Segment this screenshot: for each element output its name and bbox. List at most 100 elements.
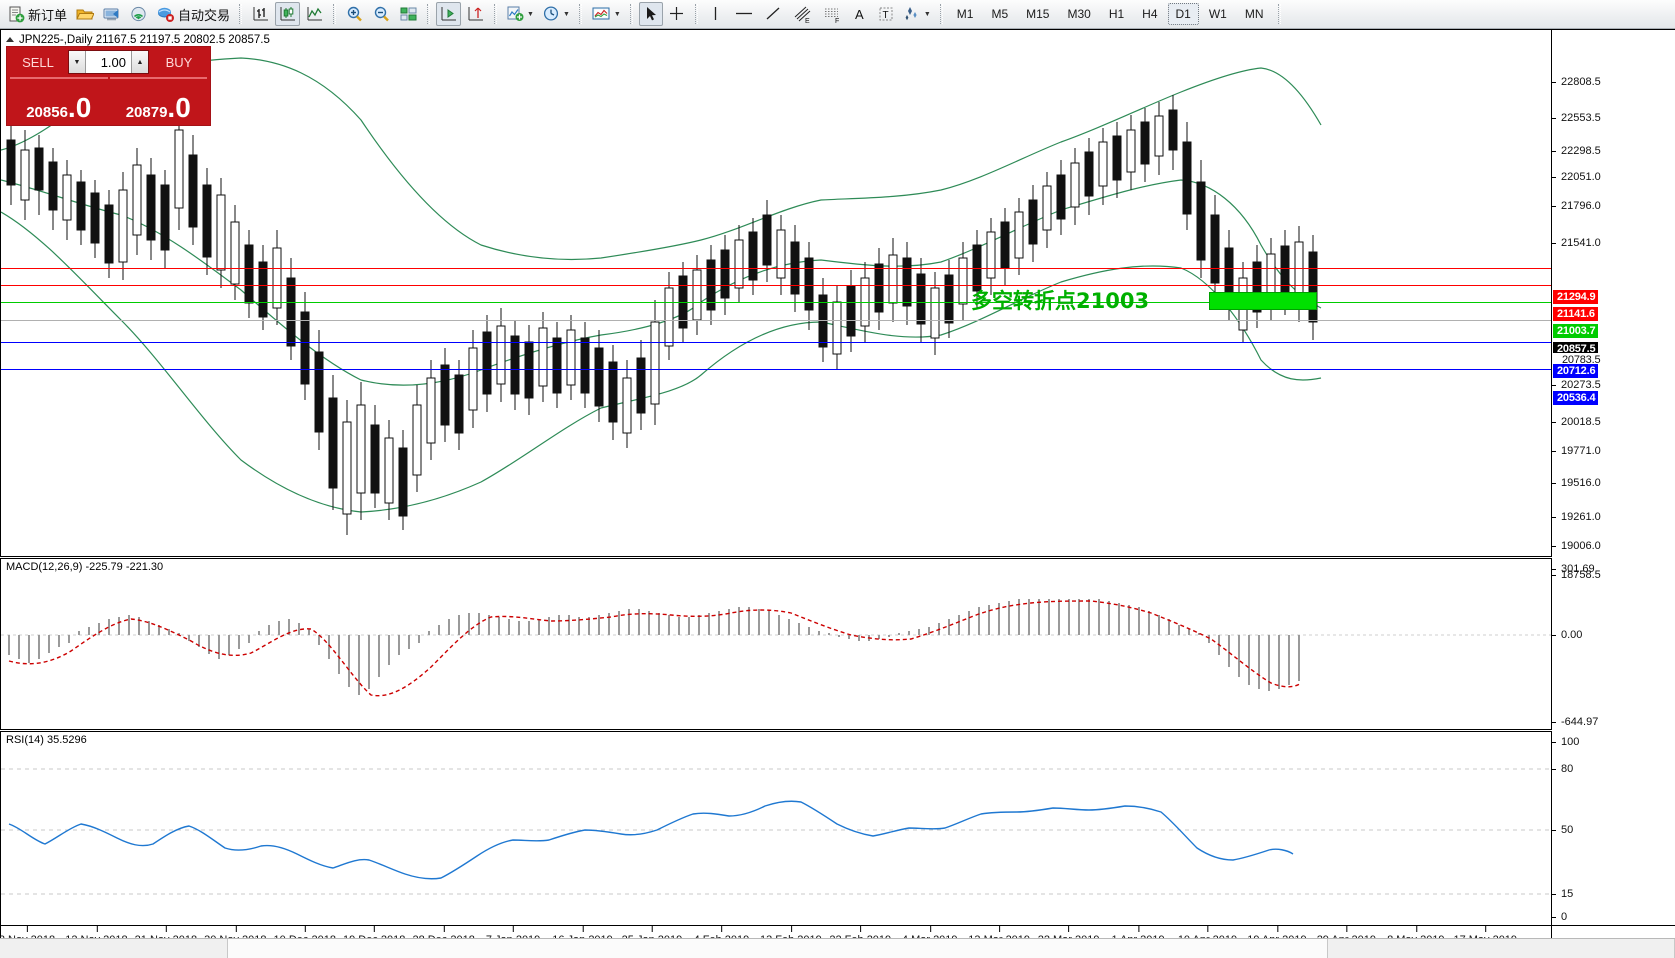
volume-down-icon[interactable]: ▼	[69, 51, 86, 73]
support-line-1[interactable]	[1, 342, 1551, 343]
svg-text:T: T	[882, 10, 888, 21]
terminal-icon	[103, 8, 119, 20]
trendline-button[interactable]	[760, 2, 786, 26]
price-tick: 20018.5	[1552, 416, 1601, 428]
period-icon	[543, 6, 559, 21]
status-cell-scroll[interactable]	[228, 939, 1328, 958]
fibonacci-icon: F	[824, 8, 839, 24]
buy-price-button[interactable]: 20879 .0	[109, 77, 207, 122]
zoom-in-button[interactable]	[342, 2, 367, 26]
fibonacci-button[interactable]: F	[818, 2, 846, 26]
timeframe-m30[interactable]: M30	[1067, 7, 1091, 21]
terminal-button[interactable]	[99, 2, 124, 26]
rsi-tick: 100	[1552, 736, 1579, 748]
support-line-2[interactable]	[1, 369, 1551, 370]
new-order-label: 新订单	[28, 7, 68, 23]
one-click-trading-panel[interactable]: SELL ▼ 1.00 ▲ BUY 20856 .0 20879 .0	[6, 46, 211, 126]
rsi-pane-canvas[interactable]: RSI(14) 35.5296	[1, 732, 1551, 925]
crosshair-button[interactable]	[665, 2, 689, 26]
chart-annotation-text[interactable]: 多空转折点21003	[971, 289, 1150, 313]
chevron-down-icon[interactable]: ▼	[527, 10, 534, 18]
price-badge-support-1[interactable]: 20712.6	[1553, 364, 1599, 378]
volume-stepper[interactable]: ▼ 1.00 ▲	[68, 50, 149, 74]
auto-trading-button[interactable]: 自动交易	[153, 2, 233, 26]
cursor-icon	[647, 7, 657, 21]
status-cell-right	[1328, 939, 1675, 958]
shapes-button[interactable]: ▼	[900, 2, 934, 26]
autotrading-icon	[158, 7, 175, 22]
price-tick: 20273.5	[1552, 379, 1601, 391]
price-badge-tick[interactable]: 20783.5	[1553, 353, 1604, 367]
price-pane-canvas[interactable]: JPN225-,Daily 21167.5 21197.5 20802.5 20…	[1, 30, 1551, 556]
templates-button[interactable]: ▼	[588, 2, 624, 26]
toolbar-separator	[427, 4, 431, 24]
sell-label[interactable]: SELL	[22, 54, 54, 70]
resistance-line-1[interactable]	[1, 268, 1551, 269]
price-badge-resistance-1[interactable]: 21294.9	[1553, 290, 1599, 304]
svg-text:A: A	[855, 7, 864, 22]
toolbar-separator	[239, 4, 243, 24]
sell-price-button[interactable]: 20856 .0	[10, 77, 108, 122]
horizontal-line-button[interactable]	[730, 2, 758, 26]
price-badge-support-2[interactable]: 20536.4	[1553, 391, 1599, 405]
shapes-icon	[905, 7, 917, 21]
text-button[interactable]: A	[848, 2, 872, 26]
price-badge-pivot[interactable]: 21003.7	[1553, 324, 1599, 338]
chevron-down-icon[interactable]: ▼	[562, 10, 570, 18]
period-button[interactable]: ▼	[539, 2, 573, 26]
new-order-button[interactable]: 新订单	[5, 2, 70, 26]
price-badge-last-price[interactable]: 20857.5	[1553, 342, 1599, 356]
rsi-pane[interactable]: RSI(14) 35.5296	[0, 731, 1552, 926]
trendline-icon	[766, 7, 780, 20]
signal-button[interactable]	[126, 2, 151, 26]
chart-area[interactable]: JPN225-,Daily 21167.5 21197.5 20802.5 20…	[0, 29, 1675, 958]
buy-label[interactable]: BUY	[165, 54, 193, 70]
chevron-down-icon[interactable]: ▼	[613, 10, 621, 18]
line-chart-button[interactable]	[302, 2, 327, 26]
crosshair-icon	[670, 7, 684, 20]
timeframe-m1[interactable]: M1	[956, 7, 974, 21]
symbol-ohlc-label: JPN225-,Daily 21167.5 21197.5 20802.5 20…	[19, 34, 270, 46]
timeframe-mn[interactable]: MN	[1244, 7, 1264, 21]
candlestick-chart-button[interactable]	[275, 2, 301, 26]
tile-windows-button[interactable]	[396, 2, 421, 26]
macd-label: MACD(12,26,9) -225.79 -221.30	[6, 561, 164, 573]
templates-icon	[592, 7, 610, 20]
zoom-out-button[interactable]	[369, 2, 394, 26]
rsi-tick: 80	[1552, 763, 1573, 775]
timeframe-m15[interactable]: M15	[1026, 7, 1050, 21]
bar-chart-button[interactable]	[248, 2, 273, 26]
pivot-line[interactable]	[1, 302, 1551, 303]
indicators-icon	[507, 6, 524, 21]
price-pane[interactable]: JPN225-,Daily 21167.5 21197.5 20802.5 20…	[0, 29, 1552, 557]
timeframe-m5[interactable]: M5	[991, 7, 1009, 21]
rsi-tick: 15	[1552, 888, 1573, 900]
pivot-highlight-box[interactable]	[1209, 292, 1317, 310]
cursor-button[interactable]	[638, 2, 663, 26]
macd-pane[interactable]: MACD(12,26,9) -225.79 -221.30	[0, 558, 1552, 730]
timeframe-h4[interactable]: H4	[1142, 7, 1158, 21]
timeframe-h1[interactable]: H1	[1108, 7, 1125, 21]
toolbar-separator	[629, 4, 633, 24]
vertical-line-button[interactable]	[704, 2, 728, 26]
equidistant-channel-button[interactable]: E	[788, 2, 816, 26]
auto-scroll-button[interactable]	[463, 2, 488, 26]
text-label-button[interactable]: T	[874, 2, 898, 26]
volume-value[interactable]: 1.00	[100, 54, 126, 70]
resistance-line-2[interactable]	[1, 285, 1551, 286]
price-tick: 22808.5	[1552, 76, 1601, 88]
collapse-triangle-icon[interactable]	[6, 37, 14, 42]
timeframe-group: M1 M5 M15 M30 H1 H4 D1 W1 MN	[948, 3, 1273, 25]
timeframe-w1[interactable]: W1	[1208, 7, 1227, 21]
chart-shift-button[interactable]	[436, 2, 462, 26]
chevron-down-icon[interactable]: ▼	[923, 10, 931, 18]
price-scale[interactable]: 22808.5 22553.5 22298.5 22051.0 21796.0 21541…	[1552, 29, 1675, 926]
indicators-button[interactable]: ▼	[503, 2, 537, 26]
macd-pane-canvas[interactable]: MACD(12,26,9) -225.79 -221.30	[1, 559, 1551, 729]
price-badge-resistance-2[interactable]: 21141.6	[1553, 307, 1598, 321]
folder-button[interactable]	[72, 2, 97, 26]
text-label-icon: T	[879, 7, 893, 21]
timeframe-d1[interactable]: D1	[1167, 3, 1199, 25]
zoom-out-icon	[374, 6, 389, 22]
volume-up-icon[interactable]: ▲	[131, 51, 148, 73]
